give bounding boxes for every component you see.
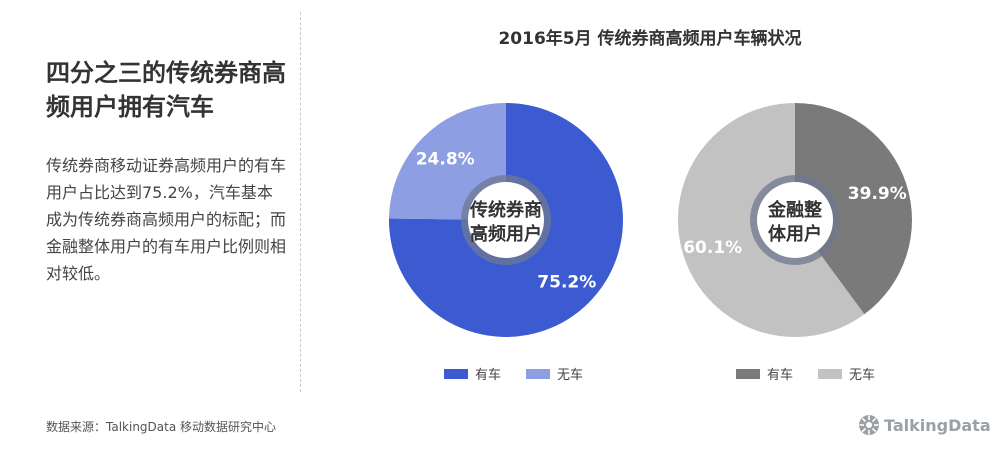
logo-text: TalkingData — [884, 415, 991, 435]
left-panel: 四分之三的传统券商高频用户拥有汽车 传统券商移动证券高频用户的有车用户占比达到7… — [0, 0, 300, 456]
slice-label-has-car: 39.9% — [848, 184, 907, 204]
slice-label-no-car: 60.1% — [683, 238, 742, 258]
chart-title: 2016年5月 传统券商高频用户车辆状况 — [498, 29, 802, 49]
legend-swatch-has-car — [444, 369, 468, 379]
donut-hole — [757, 182, 833, 258]
logo-icon — [859, 415, 879, 435]
talkingdata-logo: TalkingData — [858, 414, 991, 436]
legend-label-has-car: 有车 — [767, 367, 793, 383]
slice-label-has-car: 75.2% — [537, 273, 596, 293]
center-label-line: 高频用户 — [470, 223, 542, 245]
donut-hole — [468, 182, 544, 258]
legend-label-no-car: 无车 — [849, 367, 875, 383]
dashed-divider — [300, 12, 301, 392]
legend-label-has-car: 有车 — [475, 367, 501, 383]
slice-has-car — [795, 103, 912, 315]
source-note: 数据来源：TalkingData 移动数据研究中心 — [46, 420, 277, 434]
legend-swatch-has-car — [736, 369, 760, 379]
legend-label-no-car: 无车 — [557, 367, 583, 383]
legend-swatch-no-car — [526, 369, 550, 379]
center-label-line: 金融整 — [767, 199, 822, 221]
center-label-line: 传统券商 — [469, 199, 542, 221]
description: 传统券商移动证券高频用户的有车用户占比达到75.2%，汽车基本成为传统券商高频用… — [46, 156, 287, 283]
legend-swatch-no-car — [818, 369, 842, 379]
slice-label-no-car: 24.8% — [416, 149, 475, 169]
headline: 四分之三的传统券商高频用户拥有汽车 — [46, 59, 286, 121]
center-label-line: 体用户 — [768, 223, 822, 245]
